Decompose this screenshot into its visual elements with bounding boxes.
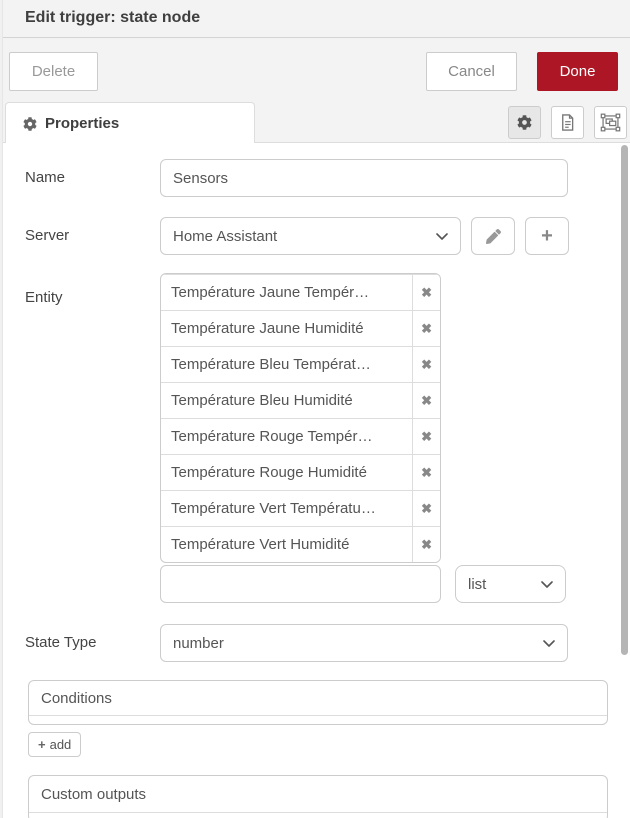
edit-node-dialog: Edit trigger: state node Delete Cancel D… bbox=[3, 0, 630, 818]
remove-entity-button[interactable]: ✖ bbox=[412, 455, 440, 490]
entity-label: Entity bbox=[25, 289, 63, 306]
tab-properties-label: Properties bbox=[45, 115, 120, 132]
x-icon: ✖ bbox=[421, 285, 433, 300]
conditions-panel-title: Conditions bbox=[29, 681, 607, 716]
properties-tab-button[interactable] bbox=[508, 106, 541, 139]
add-condition-button[interactable]: + add bbox=[28, 732, 82, 757]
vertical-scrollbar[interactable] bbox=[621, 145, 628, 655]
entity-mode-select[interactable]: list bbox=[455, 565, 566, 603]
dialog-title: Edit trigger: state node bbox=[25, 9, 201, 26]
entity-item-label: Température Bleu Températ… bbox=[171, 356, 371, 373]
server-select[interactable]: Home Assistant bbox=[160, 217, 461, 255]
tab-bar: Properties bbox=[3, 99, 630, 144]
x-icon: ✖ bbox=[421, 393, 433, 408]
state-type-row: State Type number bbox=[25, 624, 630, 662]
x-icon: ✖ bbox=[421, 321, 433, 336]
entity-item-label: Température Rouge Tempér… bbox=[171, 428, 373, 445]
entity-list-item: Température Vert Humidité ✖ bbox=[161, 526, 440, 562]
chevron-down-icon bbox=[543, 640, 555, 647]
entity-item-label: Température Bleu Humidité bbox=[171, 392, 353, 409]
x-icon: ✖ bbox=[421, 537, 433, 552]
entity-item-label: Température Jaune Humidité bbox=[171, 320, 364, 337]
dialog-left-edge bbox=[0, 0, 3, 818]
chevron-down-icon bbox=[436, 233, 448, 240]
conditions-list bbox=[29, 716, 607, 724]
x-icon: ✖ bbox=[421, 465, 433, 480]
x-icon: ✖ bbox=[421, 501, 433, 516]
server-select-value: Home Assistant bbox=[173, 227, 278, 245]
custom-outputs-panel-title: Custom outputs bbox=[29, 776, 607, 813]
add-server-button[interactable]: + bbox=[525, 217, 569, 255]
tab-icon-buttons bbox=[508, 106, 627, 139]
plus-icon: + bbox=[541, 225, 553, 247]
dialog-header: Edit trigger: state node bbox=[3, 0, 630, 38]
name-row: Name bbox=[25, 159, 630, 197]
entity-list-item: Température Bleu Humidité ✖ bbox=[161, 382, 440, 418]
delete-button[interactable]: Delete bbox=[9, 52, 98, 91]
description-tab-button[interactable] bbox=[551, 106, 584, 139]
remove-entity-button[interactable]: ✖ bbox=[412, 527, 440, 562]
entity-row: Entity Température Jaune Tempér… ✖ Tempé bbox=[25, 273, 630, 603]
object-group-icon bbox=[600, 112, 621, 133]
dialog-toolbar: Delete Cancel Done bbox=[3, 38, 630, 99]
chevron-down-icon bbox=[541, 581, 553, 588]
entity-list-item: Température Rouge Tempér… ✖ bbox=[161, 418, 440, 454]
gear-icon bbox=[23, 117, 37, 131]
doc-icon bbox=[558, 113, 577, 132]
state-type-select[interactable]: number bbox=[160, 624, 568, 662]
x-icon: ✖ bbox=[421, 357, 433, 372]
remove-entity-button[interactable]: ✖ bbox=[412, 275, 440, 310]
remove-entity-button[interactable]: ✖ bbox=[412, 383, 440, 418]
entity-list-item: Température Rouge Humidité ✖ bbox=[161, 454, 440, 490]
remove-entity-button[interactable]: ✖ bbox=[412, 347, 440, 382]
edit-server-button[interactable] bbox=[471, 217, 515, 255]
plus-icon: + bbox=[38, 737, 46, 752]
pencil-icon bbox=[486, 229, 501, 244]
custom-outputs-list bbox=[29, 813, 607, 818]
entity-list-item: Température Jaune Tempér… ✖ bbox=[161, 274, 440, 310]
conditions-panel: Conditions bbox=[28, 680, 608, 725]
appearance-tab-button[interactable] bbox=[594, 106, 627, 139]
state-type-label: State Type bbox=[25, 634, 97, 651]
entity-mode-value: list bbox=[468, 575, 487, 593]
entity-list-item: Température Jaune Humidité ✖ bbox=[161, 310, 440, 346]
add-condition-label: add bbox=[49, 737, 72, 752]
server-row: Server Home Assistant + bbox=[25, 217, 630, 255]
entity-item-label: Température Jaune Tempér… bbox=[171, 284, 370, 301]
state-type-value: number bbox=[173, 634, 224, 652]
custom-outputs-panel: Custom outputs bbox=[28, 775, 608, 818]
entity-list-item: Température Vert Températu… ✖ bbox=[161, 490, 440, 526]
entity-item-label: Température Rouge Humidité bbox=[171, 464, 367, 481]
x-icon: ✖ bbox=[421, 429, 433, 444]
properties-form: Name Server Home Assistant + Entity bbox=[3, 143, 630, 818]
cancel-button[interactable]: Cancel bbox=[426, 52, 517, 91]
remove-entity-button[interactable]: ✖ bbox=[412, 491, 440, 526]
tab-properties[interactable]: Properties bbox=[5, 102, 255, 144]
gear-icon bbox=[517, 115, 532, 130]
new-entity-input[interactable] bbox=[160, 565, 441, 603]
server-label: Server bbox=[25, 227, 70, 244]
entity-list-item: Température Bleu Températ… ✖ bbox=[161, 346, 440, 382]
entity-list: Température Jaune Tempér… ✖ Température … bbox=[160, 273, 441, 563]
name-label: Name bbox=[25, 169, 66, 186]
entity-item-label: Température Vert Températu… bbox=[171, 500, 376, 517]
remove-entity-button[interactable]: ✖ bbox=[412, 419, 440, 454]
name-input[interactable] bbox=[160, 159, 568, 197]
done-button[interactable]: Done bbox=[537, 52, 618, 91]
remove-entity-button[interactable]: ✖ bbox=[412, 311, 440, 346]
entity-item-label: Température Vert Humidité bbox=[171, 536, 350, 553]
